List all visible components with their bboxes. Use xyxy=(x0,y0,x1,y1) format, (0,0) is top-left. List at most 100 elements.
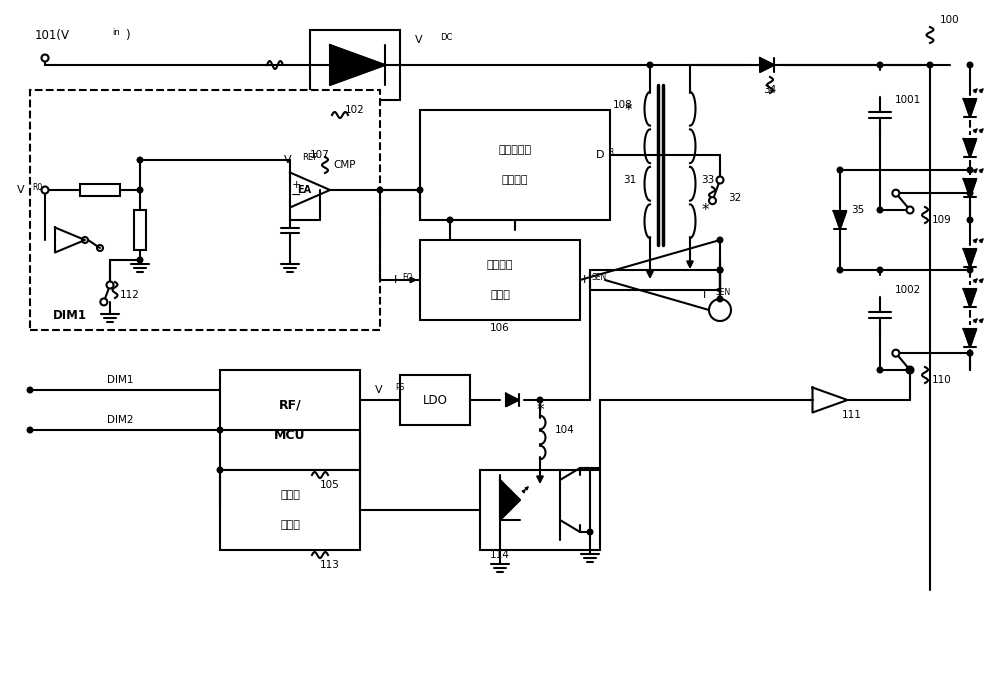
Text: 31: 31 xyxy=(623,175,637,185)
Text: 1001: 1001 xyxy=(895,95,921,105)
Polygon shape xyxy=(964,329,976,347)
Circle shape xyxy=(647,62,653,68)
Polygon shape xyxy=(964,99,976,117)
Text: 112: 112 xyxy=(120,290,140,300)
Bar xyxy=(80,184,120,196)
Circle shape xyxy=(906,366,914,373)
Text: 35: 35 xyxy=(851,205,865,215)
Circle shape xyxy=(877,267,883,273)
Text: I: I xyxy=(703,290,707,300)
Text: 107: 107 xyxy=(310,150,330,160)
Circle shape xyxy=(717,237,723,243)
Text: PS: PS xyxy=(395,382,404,391)
Text: SEN: SEN xyxy=(591,273,606,282)
Circle shape xyxy=(377,187,383,193)
Text: −: − xyxy=(291,189,301,202)
Circle shape xyxy=(137,187,143,193)
Circle shape xyxy=(877,207,883,213)
Circle shape xyxy=(137,257,143,263)
Text: 113: 113 xyxy=(320,560,340,570)
Text: V: V xyxy=(17,185,25,195)
Circle shape xyxy=(967,351,973,356)
Circle shape xyxy=(217,427,223,433)
Text: R0: R0 xyxy=(32,182,42,192)
Text: 34: 34 xyxy=(763,85,777,95)
Text: ): ) xyxy=(125,28,130,41)
Text: DC: DC xyxy=(440,32,452,41)
Text: MCU: MCU xyxy=(274,428,306,442)
Bar xyxy=(400,375,470,425)
Text: 1002: 1002 xyxy=(895,285,921,295)
Text: 中间保: 中间保 xyxy=(280,490,300,500)
Text: EA: EA xyxy=(297,185,311,195)
Circle shape xyxy=(837,267,843,273)
Circle shape xyxy=(892,190,899,197)
Text: 108: 108 xyxy=(613,100,633,110)
Text: 109: 109 xyxy=(932,215,952,225)
Circle shape xyxy=(100,298,107,306)
Text: 105: 105 xyxy=(320,480,340,490)
Text: DIM1: DIM1 xyxy=(53,308,87,322)
Text: +: + xyxy=(291,179,301,190)
Circle shape xyxy=(967,190,973,196)
Polygon shape xyxy=(964,139,976,157)
Circle shape xyxy=(587,529,593,535)
Circle shape xyxy=(107,282,114,288)
Bar xyxy=(220,370,360,470)
Circle shape xyxy=(42,186,49,193)
Polygon shape xyxy=(964,289,976,307)
Text: V: V xyxy=(415,35,423,45)
Circle shape xyxy=(709,197,716,204)
Bar xyxy=(480,470,600,550)
Text: D: D xyxy=(596,150,604,160)
Circle shape xyxy=(97,245,103,251)
Circle shape xyxy=(906,206,914,213)
Circle shape xyxy=(217,467,223,473)
Circle shape xyxy=(27,387,33,393)
Circle shape xyxy=(892,350,899,357)
Text: 33: 33 xyxy=(701,175,715,185)
Text: 111: 111 xyxy=(842,410,862,420)
Text: DIM2: DIM2 xyxy=(107,415,133,425)
Text: 110: 110 xyxy=(932,375,952,385)
Polygon shape xyxy=(500,480,520,520)
Circle shape xyxy=(967,267,973,273)
Text: *: * xyxy=(536,402,544,417)
Text: REF: REF xyxy=(302,152,318,161)
Polygon shape xyxy=(834,211,846,229)
Circle shape xyxy=(927,62,933,68)
Text: LDO: LDO xyxy=(423,393,447,406)
Polygon shape xyxy=(964,179,976,197)
Circle shape xyxy=(877,367,883,373)
Bar xyxy=(134,210,146,250)
Text: 106: 106 xyxy=(490,323,510,333)
Bar xyxy=(220,470,360,550)
Circle shape xyxy=(417,187,423,193)
Text: 护电路: 护电路 xyxy=(280,520,300,530)
Text: *: * xyxy=(701,202,709,217)
Circle shape xyxy=(907,367,913,373)
Text: V: V xyxy=(375,385,383,395)
Polygon shape xyxy=(760,58,774,72)
Bar xyxy=(420,110,610,220)
Text: in: in xyxy=(112,28,120,37)
Circle shape xyxy=(877,62,883,68)
Polygon shape xyxy=(330,45,385,85)
Text: EQ: EQ xyxy=(402,273,413,282)
Text: 114: 114 xyxy=(490,550,510,560)
Circle shape xyxy=(447,217,453,223)
Circle shape xyxy=(42,55,49,61)
Text: 102: 102 xyxy=(345,105,365,115)
Text: I: I xyxy=(583,275,586,285)
Text: DIM1: DIM1 xyxy=(107,375,133,385)
Circle shape xyxy=(717,267,723,273)
Text: 计算器: 计算器 xyxy=(490,290,510,300)
Text: 101(V: 101(V xyxy=(35,28,70,41)
Circle shape xyxy=(709,299,731,321)
Text: R: R xyxy=(608,148,613,157)
Circle shape xyxy=(967,62,973,68)
Polygon shape xyxy=(506,394,519,406)
Circle shape xyxy=(967,167,973,172)
Text: V: V xyxy=(284,155,292,165)
Bar xyxy=(30,90,380,330)
